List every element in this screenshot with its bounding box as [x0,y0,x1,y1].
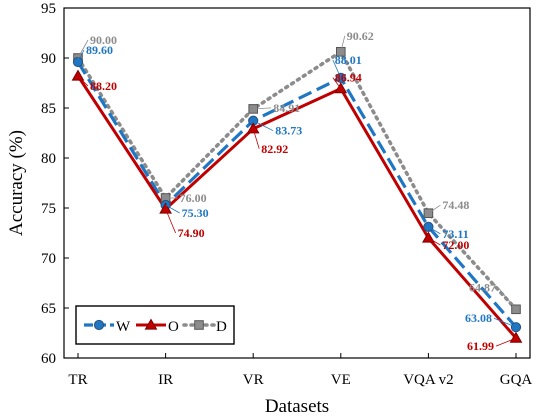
series-line-W [76,61,518,329]
x-axis-title: Datasets [265,396,329,416]
y-tick-label: 75 [41,201,56,217]
x-tick-label: GQA [500,372,533,388]
data-label-W: 75.30 [182,206,209,220]
y-tick-label: 90 [41,51,56,67]
data-label-D: 90.62 [347,29,374,43]
axes: 60 65 70 75 80 85 90 95 TR IR VR VE VQA v2 GQA Dataset… [6,1,532,416]
legend-label-D: D [216,319,227,335]
data-label-D: 76.00 [180,191,207,205]
y-axis-title: Accuracy (%) [6,130,27,236]
legend-marker-W [93,319,105,331]
data-label-leader [332,59,342,79]
data-label-leader [77,39,89,59]
data-label-leader [428,237,441,246]
data-label-leader [252,128,260,149]
data-label-leader [497,287,517,310]
x-tick-label: VQA v2 [403,372,453,388]
x-tick-label: TR [68,372,87,388]
data-label-O: 72.00 [442,238,469,252]
y-tick-label: 80 [41,151,56,167]
data-point-O [509,331,523,343]
series-line-D [76,49,518,312]
data-label-W: 83.73 [275,124,302,138]
x-tick-label: VR [243,372,264,388]
y-tick-label: 60 [41,351,56,367]
x-tick-label: VE [331,372,351,388]
series-layer [71,47,523,343]
y-tick-label: 95 [41,1,56,17]
data-point-O [246,122,260,134]
data-label-leader [332,77,342,89]
plot-frame [63,7,531,359]
data-label-O: 88.20 [90,79,117,93]
data-point-O [334,82,348,94]
data-label-leader [428,226,441,235]
legend-marker-O [144,318,158,330]
legend-marker-D [194,320,204,330]
data-label-D: 84.91 [273,101,300,115]
data-label-leader [165,208,176,234]
legend-label-W: W [116,319,131,335]
label-layer: 89.60 75.30 83.73 88.01 73.11 63.08 88.20 74.90… [77,29,517,353]
data-label-W: 63.08 [465,311,492,325]
data-label-O: 74.90 [178,226,205,240]
legend-label-O: O [168,319,179,335]
data-label-leader [253,107,272,110]
data-label-leader [77,49,85,63]
data-label-leader [165,204,180,214]
data-label-O: 82.92 [261,142,288,156]
data-label-D: 64.87 [469,280,496,294]
data-label-D: 90.00 [90,33,117,47]
x-tick-label: IR [158,372,173,388]
data-label-O: 61.99 [467,339,494,353]
data-point-O [71,69,85,81]
y-tick-label: 65 [41,301,56,317]
data-label-leader [495,337,517,347]
series-line-O [76,75,518,340]
y-tick-label: 85 [41,101,56,117]
data-label-W: 88.01 [335,53,362,67]
data-label-leader [340,35,346,52]
data-label-W: 73.11 [442,227,468,241]
data-label-W: 89.60 [86,43,113,57]
data-point-O [159,202,172,214]
data-label-leader [77,75,89,87]
data-label-O: 86.94 [335,71,362,85]
data-label-D: 74.48 [442,198,469,212]
data-label-leader [428,204,441,214]
y-tick-label: 70 [41,251,56,267]
data-label-leader [253,120,274,132]
data-label-leader [493,317,517,328]
